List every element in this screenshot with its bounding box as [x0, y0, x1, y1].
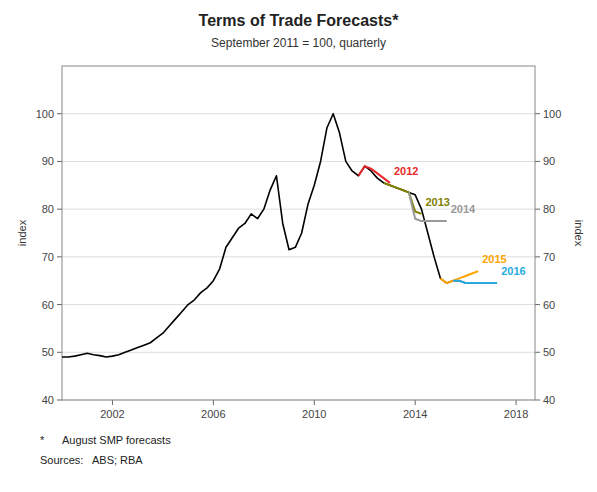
y2-tick-label: 60	[543, 299, 555, 311]
y2-tick-label: 80	[543, 203, 555, 215]
y-tick	[57, 209, 62, 210]
footnote: Sources: ABS; RBA	[40, 454, 143, 466]
x-tick-label: 2006	[201, 408, 225, 420]
series-labels: 2012 20132014 20152016	[394, 165, 526, 277]
x-tick	[314, 400, 315, 405]
footnote: * August SMP forecasts	[40, 434, 171, 446]
y-axis-label: index	[16, 219, 28, 246]
x-tick-label: 2010	[302, 408, 326, 420]
forecast-line	[384, 183, 422, 214]
y2-axis-label: index	[573, 220, 585, 247]
y2-tick	[535, 113, 540, 114]
y-tick-label: 40	[42, 394, 54, 406]
grid-line	[62, 352, 535, 353]
y-tick-label: 50	[42, 346, 54, 358]
grid-line	[62, 113, 535, 114]
y-tick	[57, 256, 62, 257]
y-tick-label: 80	[42, 203, 54, 215]
grid-line	[62, 161, 535, 162]
y-tick-label: 60	[42, 299, 54, 311]
y2-tick	[535, 256, 540, 257]
title: Terms of Trade Forecasts*	[199, 12, 400, 29]
series-label: 2013	[425, 196, 449, 208]
y-tick	[57, 400, 62, 401]
y2-tick-label: 70	[543, 251, 555, 263]
y-tick	[57, 352, 62, 353]
y2-tick	[535, 304, 540, 305]
y2-tick	[535, 352, 540, 353]
forecast-line	[453, 281, 497, 283]
y-tick-label: 90	[42, 155, 54, 167]
y2-tick	[535, 161, 540, 162]
y-tick	[57, 161, 62, 162]
x-tick	[415, 400, 416, 405]
lines	[62, 114, 497, 357]
subtitle: September 2011 = 100, quarterly	[211, 36, 386, 50]
x-tick	[213, 400, 214, 405]
chart: Terms of Trade Forecasts* September 2011 …	[0, 0, 597, 492]
y-tick	[57, 113, 62, 114]
series-label: 2016	[501, 265, 525, 277]
series-label: 2015	[482, 253, 506, 265]
y2-tick	[535, 209, 540, 210]
y-tick	[57, 304, 62, 305]
x-tick-label: 2018	[504, 408, 528, 420]
forecast-line	[358, 166, 390, 183]
y2-tick-label: 100	[543, 108, 561, 120]
y2-tick-label: 50	[543, 346, 555, 358]
grid	[62, 114, 535, 400]
y-tick-label: 70	[42, 251, 54, 263]
grid-line	[62, 304, 535, 305]
grid-line	[62, 256, 535, 257]
x-tick-label: 2002	[100, 408, 124, 420]
y2-tick-label: 40	[543, 394, 555, 406]
series-label: 2014	[451, 203, 476, 215]
main-line	[62, 114, 466, 357]
y-tick-label: 100	[36, 108, 54, 120]
y2-tick-label: 90	[543, 155, 555, 167]
x-tick	[516, 400, 517, 405]
x-tick-label: 2014	[403, 408, 427, 420]
series-label: 2012	[394, 165, 418, 177]
plot-frame	[62, 66, 535, 400]
y2-tick	[535, 400, 540, 401]
x-tick	[112, 400, 113, 405]
